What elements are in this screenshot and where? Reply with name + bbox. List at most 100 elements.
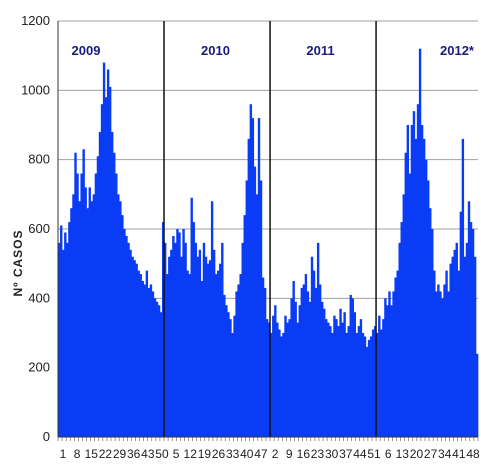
bar bbox=[188, 274, 191, 437]
bar bbox=[453, 249, 456, 437]
bar bbox=[84, 187, 87, 437]
bar bbox=[292, 281, 295, 437]
x-tick-label: 27 bbox=[424, 447, 438, 461]
bar bbox=[451, 256, 454, 437]
bar bbox=[133, 260, 136, 437]
bar bbox=[284, 315, 287, 437]
y-tick-label: 600 bbox=[28, 221, 50, 236]
bar bbox=[135, 263, 138, 437]
bar bbox=[174, 242, 177, 437]
bar bbox=[251, 118, 255, 437]
bar bbox=[159, 312, 163, 437]
bar bbox=[296, 322, 299, 437]
bar bbox=[86, 208, 89, 437]
bar bbox=[172, 235, 175, 437]
bar bbox=[202, 242, 206, 437]
bar bbox=[253, 166, 257, 437]
bar bbox=[62, 249, 65, 437]
bar bbox=[204, 256, 208, 437]
x-tick-label: 5 bbox=[173, 447, 180, 461]
bar bbox=[90, 201, 94, 437]
bar bbox=[274, 305, 277, 437]
bar bbox=[371, 329, 375, 437]
bar bbox=[282, 333, 285, 437]
bar bbox=[294, 301, 297, 437]
bar bbox=[104, 97, 108, 438]
x-tick-label: 15 bbox=[85, 447, 99, 461]
x-tick-label: 2 bbox=[272, 447, 279, 461]
bar bbox=[121, 215, 124, 437]
bar bbox=[435, 291, 438, 437]
bar bbox=[459, 211, 463, 437]
bar bbox=[418, 48, 422, 437]
bar bbox=[386, 305, 389, 437]
bar bbox=[396, 270, 399, 437]
bar bbox=[245, 180, 248, 437]
bar bbox=[261, 277, 265, 437]
bar bbox=[80, 173, 83, 437]
bar bbox=[182, 229, 185, 437]
bar bbox=[259, 180, 263, 437]
bar bbox=[123, 229, 126, 437]
x-tick-layer: 1 8 15 22 29 36 43 50 5 12 19 26 33 40 47 2 9 16 23 30 37 44 5… bbox=[60, 447, 480, 461]
x-tick-label: 34 bbox=[438, 447, 452, 461]
bar bbox=[153, 298, 157, 437]
bar bbox=[374, 326, 377, 437]
bar bbox=[437, 284, 440, 437]
bar bbox=[443, 284, 446, 437]
bar bbox=[298, 305, 301, 437]
bar bbox=[363, 336, 367, 437]
bar bbox=[100, 104, 104, 437]
year-label-layer: 2009 2010 2011 2012* bbox=[72, 43, 475, 58]
bar bbox=[239, 274, 242, 437]
bar bbox=[447, 291, 450, 437]
bar bbox=[151, 291, 155, 437]
bar bbox=[325, 319, 328, 437]
bar bbox=[149, 284, 153, 437]
bar bbox=[463, 256, 467, 437]
x-tick-label: 37 bbox=[339, 447, 353, 461]
bar bbox=[422, 138, 426, 437]
bar bbox=[439, 291, 442, 437]
bar bbox=[117, 194, 120, 437]
year-label: 2011 bbox=[306, 43, 334, 58]
bar bbox=[341, 322, 344, 437]
x-tick-label: 30 bbox=[325, 447, 339, 461]
bar bbox=[164, 242, 167, 437]
bar bbox=[353, 312, 357, 437]
bar bbox=[272, 315, 275, 437]
bar bbox=[382, 319, 385, 437]
x-tick-label: 50 bbox=[155, 447, 169, 461]
bar bbox=[475, 353, 479, 437]
bar bbox=[255, 194, 259, 437]
bar bbox=[288, 319, 291, 437]
year-label: 2010 bbox=[201, 43, 230, 58]
x-tick-label: 44 bbox=[353, 447, 367, 461]
bar bbox=[241, 242, 244, 437]
bar bbox=[321, 301, 324, 437]
bar bbox=[229, 319, 232, 437]
bar bbox=[408, 173, 412, 437]
bar bbox=[445, 270, 448, 437]
bar bbox=[186, 270, 189, 437]
bar bbox=[345, 333, 348, 437]
bar bbox=[78, 201, 81, 437]
bar bbox=[219, 263, 222, 437]
bar bbox=[198, 249, 202, 437]
bar bbox=[306, 291, 310, 437]
bar bbox=[92, 194, 96, 437]
bar bbox=[359, 319, 363, 437]
bar bbox=[280, 336, 283, 437]
bar bbox=[449, 263, 452, 437]
y-tick-label: 200 bbox=[28, 360, 50, 375]
bar bbox=[398, 242, 401, 437]
x-tick-label: 13 bbox=[396, 447, 410, 461]
x-tick-label: 40 bbox=[240, 447, 254, 461]
plot-frame-layer bbox=[57, 21, 479, 441]
bar bbox=[176, 229, 179, 437]
x-tick-label: 36 bbox=[127, 447, 141, 461]
bar bbox=[318, 284, 322, 437]
bar bbox=[257, 118, 261, 437]
bar bbox=[455, 242, 458, 437]
bar bbox=[64, 232, 67, 437]
